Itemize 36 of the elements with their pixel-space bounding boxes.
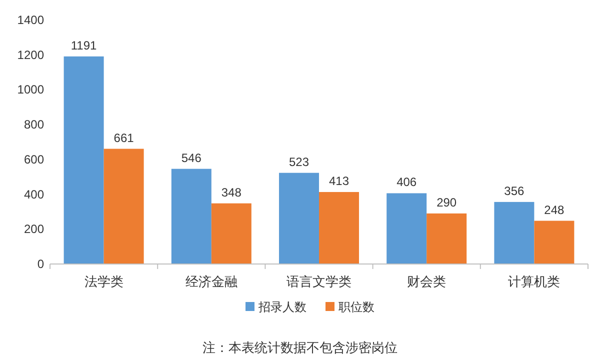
data-label: 1191 — [70, 38, 98, 52]
bar — [171, 168, 212, 264]
x-tick-label: 经济金融 — [185, 274, 238, 289]
x-tick-label: 计算机类 — [508, 274, 560, 289]
bar — [104, 148, 144, 264]
y-tick-label: 1400 — [17, 13, 44, 27]
data-label: 356 — [504, 184, 525, 198]
y-tick-label: 800 — [24, 118, 44, 132]
text: 注：本表统计数据不包含涉密岗位 — [202, 340, 398, 355]
bar — [426, 213, 467, 264]
bar — [534, 220, 574, 264]
y-tick-label: 200 — [24, 222, 44, 236]
data-label: 523 — [288, 154, 310, 169]
bar — [64, 56, 104, 264]
y-tick-label: 0 — [37, 257, 44, 271]
y-tick-label: 600 — [24, 152, 44, 166]
legend-label: 招录人数 — [258, 300, 306, 314]
data-label: 348 — [221, 185, 242, 200]
bar — [319, 192, 359, 264]
data-label: 248 — [544, 202, 565, 217]
data-label: 546 — [181, 150, 202, 165]
x-tick-label: 财会类 — [407, 274, 446, 289]
x-tick-label: 语言文学类 — [286, 274, 352, 289]
legend-label: 职位数 — [338, 300, 374, 314]
data-label: 406 — [396, 175, 417, 190]
bar — [211, 203, 252, 264]
data-label: 413 — [328, 174, 350, 188]
y-tick-label: 400 — [24, 187, 44, 202]
data-label: 661 — [114, 130, 134, 145]
y-tick-label: 1000 — [17, 82, 44, 97]
data-label: 290 — [436, 195, 457, 210]
y-tick-label: 1200 — [17, 48, 44, 62]
bar — [386, 193, 427, 264]
bar — [279, 172, 319, 264]
x-tick-label: 法学类 — [84, 274, 124, 289]
bar — [494, 202, 534, 264]
